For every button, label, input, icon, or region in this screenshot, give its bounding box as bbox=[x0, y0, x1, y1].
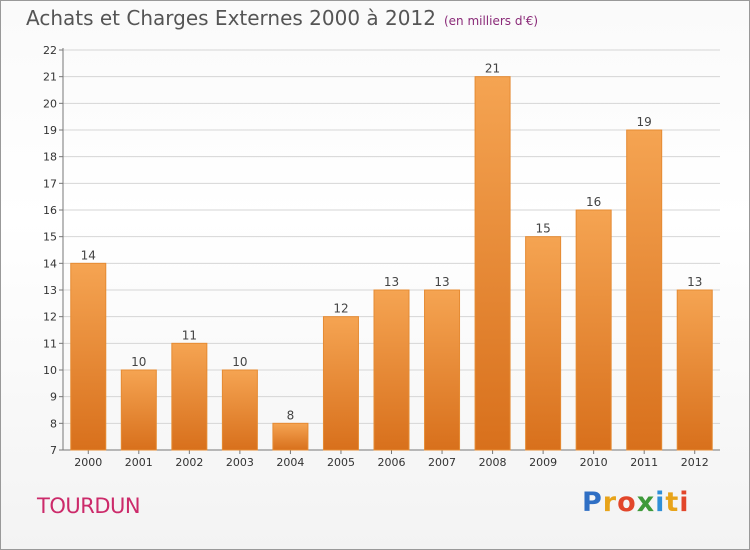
value-label-2000: 14 bbox=[81, 248, 96, 262]
y-tick-label: 7 bbox=[50, 444, 57, 457]
logo-letter: i bbox=[679, 487, 690, 518]
x-tick-label-2000: 2000 bbox=[74, 456, 102, 469]
unit-note: (en milliers d'€) bbox=[443, 14, 539, 28]
value-label-2007: 13 bbox=[434, 275, 449, 289]
bar-2010 bbox=[575, 209, 612, 451]
labels: 14 2000 10 2001 11 2002 10 2003 8 2004 12 2005 13 200… bbox=[74, 62, 708, 469]
y-tick-label: 8 bbox=[50, 417, 57, 430]
bar-2004 bbox=[272, 422, 309, 451]
bar-2005 bbox=[322, 316, 359, 451]
x-tick-label-2002: 2002 bbox=[175, 456, 203, 469]
logo-letter: t bbox=[665, 487, 680, 518]
bar-2001 bbox=[120, 369, 157, 451]
value-label-2003: 10 bbox=[232, 355, 247, 369]
x-tick-label-2004: 2004 bbox=[276, 456, 304, 469]
value-label-2005: 12 bbox=[333, 302, 348, 316]
bar-2008 bbox=[474, 76, 511, 451]
chart-title: Achats et Charges Externes 2000 à 2012 (e… bbox=[26, 6, 538, 30]
x-tick-label-2010: 2010 bbox=[580, 456, 608, 469]
y-tick-label: 15 bbox=[43, 231, 57, 244]
x-tick-label-2011: 2011 bbox=[630, 456, 658, 469]
x-tick-label-2005: 2005 bbox=[327, 456, 355, 469]
y-tick-label: 19 bbox=[43, 124, 57, 137]
y-tick-label: 20 bbox=[43, 97, 57, 110]
logo-letter: r bbox=[602, 487, 618, 518]
y-tick-label: 10 bbox=[43, 364, 57, 377]
place-name: TOURDUN bbox=[37, 494, 141, 518]
bar-2007 bbox=[424, 289, 461, 451]
value-label-2009: 15 bbox=[535, 222, 550, 236]
y-tick-label: 17 bbox=[43, 177, 57, 190]
logo-letter: x bbox=[636, 487, 656, 518]
bar-2000 bbox=[70, 262, 107, 451]
x-tick-label-2003: 2003 bbox=[226, 456, 254, 469]
x-tick-label-2006: 2006 bbox=[378, 456, 406, 469]
y-tick-label: 21 bbox=[43, 71, 57, 84]
bars bbox=[70, 76, 713, 451]
bar-2011 bbox=[626, 129, 663, 451]
bar-2006 bbox=[373, 289, 410, 451]
chart-title-text: Achats et Charges Externes 2000 à 2012 bbox=[26, 6, 436, 30]
bar-2002 bbox=[171, 342, 208, 451]
bar-2003 bbox=[221, 369, 258, 451]
bar-2012 bbox=[676, 289, 713, 451]
y-tick-label: 16 bbox=[43, 204, 57, 217]
y-tick-label: 9 bbox=[50, 391, 57, 404]
y-tick-label: 12 bbox=[43, 311, 57, 324]
value-label-2012: 13 bbox=[687, 275, 702, 289]
value-label-2002: 11 bbox=[182, 328, 197, 342]
logo-letter: o bbox=[617, 487, 637, 518]
y-tick-label: 22 bbox=[43, 44, 57, 57]
value-label-2011: 19 bbox=[637, 115, 652, 129]
logo-letter: i bbox=[655, 487, 666, 518]
y-tick-label: 14 bbox=[43, 257, 57, 270]
x-tick-label-2007: 2007 bbox=[428, 456, 456, 469]
x-tick-label-2012: 2012 bbox=[681, 456, 709, 469]
y-tick-label: 13 bbox=[43, 284, 57, 297]
value-label-2008: 21 bbox=[485, 62, 500, 76]
value-label-2006: 13 bbox=[384, 275, 399, 289]
x-tick-label-2008: 2008 bbox=[479, 456, 507, 469]
value-label-2001: 10 bbox=[131, 355, 146, 369]
proxiti-logo[interactable]: Proxiti bbox=[582, 487, 690, 518]
value-label-2010: 16 bbox=[586, 195, 601, 209]
y-tick-label: 18 bbox=[43, 151, 57, 164]
logo-letter: P bbox=[582, 487, 603, 518]
x-tick-label-2001: 2001 bbox=[125, 456, 153, 469]
bar-2009 bbox=[525, 236, 562, 451]
value-label-2004: 8 bbox=[287, 408, 295, 422]
y-tick-label: 11 bbox=[43, 337, 57, 350]
x-tick-label-2009: 2009 bbox=[529, 456, 557, 469]
